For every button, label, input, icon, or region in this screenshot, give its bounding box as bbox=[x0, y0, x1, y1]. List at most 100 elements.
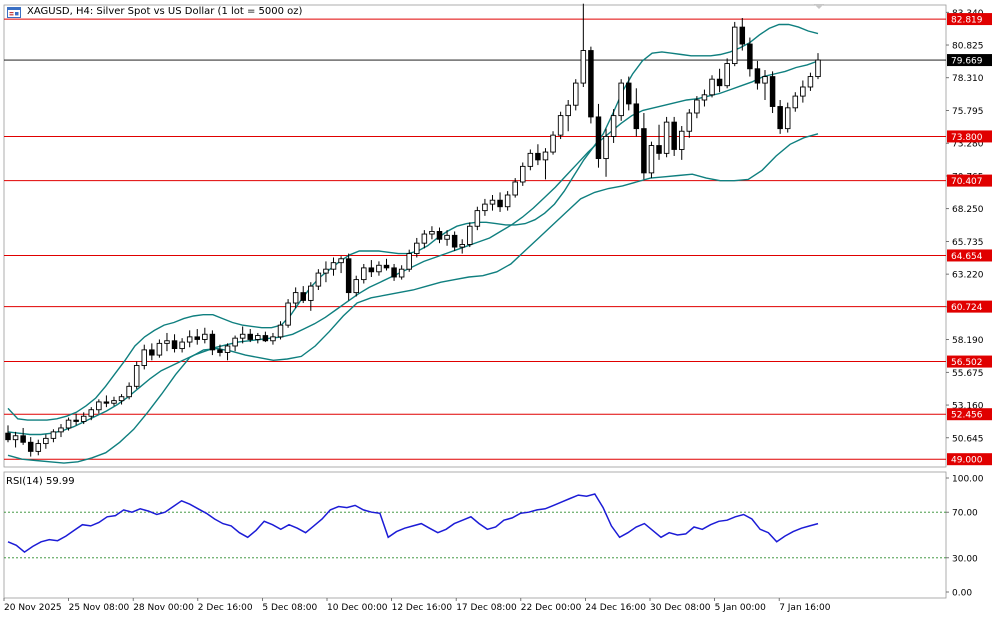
candle-body[interactable] bbox=[603, 135, 609, 160]
candle-body[interactable] bbox=[133, 365, 140, 387]
candle-body[interactable] bbox=[747, 43, 753, 70]
candle-body[interactable] bbox=[414, 242, 420, 255]
candle-body[interactable] bbox=[398, 268, 405, 278]
candle-body[interactable] bbox=[217, 349, 223, 353]
candle-body[interactable] bbox=[323, 268, 329, 274]
candle-body[interactable] bbox=[376, 264, 382, 273]
candle-body[interactable] bbox=[35, 443, 42, 452]
candle-body[interactable] bbox=[633, 103, 640, 130]
candle-body[interactable] bbox=[50, 431, 57, 439]
candle-body[interactable] bbox=[270, 336, 276, 342]
candle-body[interactable] bbox=[368, 267, 375, 273]
candle-body[interactable] bbox=[73, 419, 79, 422]
candle-body[interactable] bbox=[345, 258, 352, 294]
candle-body[interactable] bbox=[156, 342, 163, 356]
candle-body[interactable] bbox=[96, 401, 102, 411]
candle-body[interactable] bbox=[12, 435, 19, 441]
candle-body[interactable] bbox=[247, 333, 253, 340]
candle-body[interactable] bbox=[43, 437, 49, 445]
candle-body[interactable] bbox=[535, 152, 541, 161]
candle-body[interactable] bbox=[353, 279, 359, 294]
candle-body[interactable] bbox=[542, 151, 549, 161]
candle-body[interactable] bbox=[648, 145, 655, 174]
candle-body[interactable] bbox=[406, 253, 412, 270]
candle-body[interactable] bbox=[277, 324, 284, 338]
candle-body[interactable] bbox=[595, 116, 602, 160]
candle-body[interactable] bbox=[444, 234, 450, 240]
candle-body[interactable] bbox=[474, 210, 481, 227]
candle-body[interactable] bbox=[292, 292, 299, 304]
bollinger-lower-band[interactable] bbox=[7, 133, 819, 464]
candle-body[interactable] bbox=[800, 86, 806, 97]
candle-body[interactable] bbox=[186, 336, 193, 343]
candle-body[interactable] bbox=[573, 82, 579, 106]
candle-body[interactable] bbox=[202, 333, 208, 340]
candle-body[interactable] bbox=[255, 335, 261, 340]
candle-body[interactable] bbox=[285, 302, 291, 326]
candle-body[interactable] bbox=[565, 104, 571, 117]
candle-body[interactable] bbox=[65, 419, 72, 429]
candle-body[interactable] bbox=[467, 225, 473, 245]
candle-body[interactable] bbox=[815, 59, 821, 78]
candle-body[interactable] bbox=[557, 115, 564, 136]
candle-body[interactable] bbox=[330, 262, 337, 270]
candle-body[interactable] bbox=[762, 76, 768, 84]
candle-body[interactable] bbox=[383, 264, 390, 269]
candle-body[interactable] bbox=[308, 285, 314, 301]
candle-body[interactable] bbox=[550, 134, 556, 153]
candle-body[interactable] bbox=[656, 145, 662, 154]
candle-body[interactable] bbox=[232, 337, 238, 347]
candle-body[interactable] bbox=[179, 341, 185, 350]
candle-body[interactable] bbox=[338, 258, 344, 264]
candle-body[interactable] bbox=[625, 82, 632, 105]
candle-body[interactable] bbox=[580, 50, 587, 84]
candle-body[interactable] bbox=[731, 26, 738, 65]
candle-body[interactable] bbox=[527, 152, 534, 167]
candle-body[interactable] bbox=[641, 128, 647, 174]
bollinger-middle-band[interactable] bbox=[7, 60, 819, 436]
candle-body[interactable] bbox=[80, 415, 87, 422]
candle-body[interactable] bbox=[678, 130, 685, 150]
candle-body[interactable] bbox=[224, 345, 231, 353]
candle-body[interactable] bbox=[27, 441, 34, 452]
candle-body[interactable] bbox=[239, 333, 246, 339]
candle-body[interactable] bbox=[504, 194, 511, 208]
candle-body[interactable] bbox=[459, 244, 465, 248]
candle-body[interactable] bbox=[111, 400, 117, 404]
candle-body[interactable] bbox=[807, 76, 814, 88]
candle-body[interactable] bbox=[300, 292, 306, 301]
candle-body[interactable] bbox=[792, 95, 799, 109]
candle-body[interactable] bbox=[497, 199, 503, 208]
candle-body[interactable] bbox=[451, 234, 458, 248]
candle-body[interactable] bbox=[209, 333, 216, 351]
candle-body[interactable] bbox=[754, 68, 761, 84]
candle-body[interactable] bbox=[118, 396, 125, 402]
candle-body[interactable] bbox=[88, 409, 95, 417]
candle-body[interactable] bbox=[512, 181, 518, 196]
candle-body[interactable] bbox=[171, 340, 178, 350]
candle-body[interactable] bbox=[618, 82, 624, 117]
candle-body[interactable] bbox=[482, 203, 488, 212]
bollinger-upper-band[interactable] bbox=[7, 23, 819, 421]
candle-body[interactable] bbox=[164, 340, 170, 344]
candle-body[interactable] bbox=[361, 267, 367, 281]
candle-body[interactable] bbox=[103, 401, 110, 404]
candle-body[interactable] bbox=[709, 78, 715, 96]
candle-body[interactable] bbox=[716, 78, 723, 87]
candle-body[interactable] bbox=[739, 26, 746, 45]
candle-body[interactable] bbox=[489, 199, 496, 205]
candle-body[interactable] bbox=[391, 267, 397, 278]
candle-body[interactable] bbox=[588, 50, 594, 118]
candle-body[interactable] bbox=[141, 349, 148, 366]
candle-body[interactable] bbox=[701, 94, 708, 101]
candle-body[interactable] bbox=[429, 230, 435, 235]
candle-body[interactable] bbox=[421, 233, 428, 244]
candle-body[interactable] bbox=[436, 230, 443, 240]
scroll-indicator-icon[interactable] bbox=[814, 4, 824, 9]
candle-body[interactable] bbox=[520, 165, 526, 183]
candle-body[interactable] bbox=[20, 435, 26, 443]
candle-body[interactable] bbox=[149, 349, 155, 356]
candle-body[interactable] bbox=[769, 76, 776, 107]
candle-body[interactable] bbox=[58, 427, 64, 433]
